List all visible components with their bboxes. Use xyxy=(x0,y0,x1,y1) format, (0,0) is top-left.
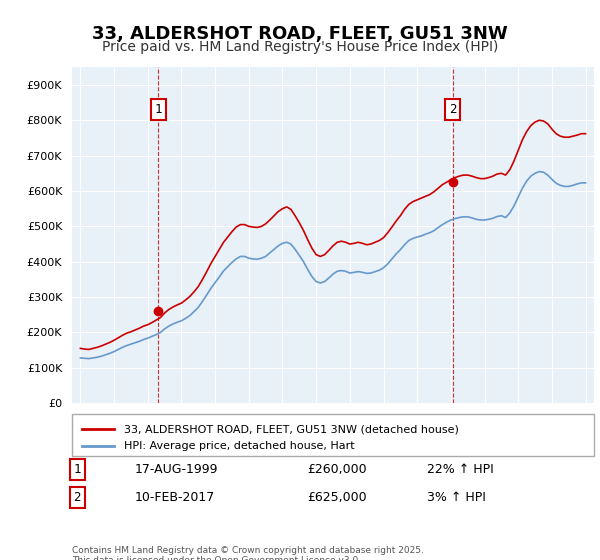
Text: Price paid vs. HM Land Registry's House Price Index (HPI): Price paid vs. HM Land Registry's House … xyxy=(102,40,498,54)
Text: 1: 1 xyxy=(73,463,81,476)
Text: 17-AUG-1999: 17-AUG-1999 xyxy=(134,463,218,476)
Text: Contains HM Land Registry data © Crown copyright and database right 2025.
This d: Contains HM Land Registry data © Crown c… xyxy=(72,546,424,560)
Text: £625,000: £625,000 xyxy=(307,491,367,504)
Text: £260,000: £260,000 xyxy=(307,463,367,476)
Text: 33, ALDERSHOT ROAD, FLEET, GU51 3NW (detached house): 33, ALDERSHOT ROAD, FLEET, GU51 3NW (det… xyxy=(124,424,459,434)
Text: 2: 2 xyxy=(449,103,457,116)
Text: 22% ↑ HPI: 22% ↑ HPI xyxy=(427,463,494,476)
Text: 3% ↑ HPI: 3% ↑ HPI xyxy=(427,491,486,504)
Text: 2: 2 xyxy=(73,491,81,504)
Text: 10-FEB-2017: 10-FEB-2017 xyxy=(134,491,215,504)
Text: 33, ALDERSHOT ROAD, FLEET, GU51 3NW: 33, ALDERSHOT ROAD, FLEET, GU51 3NW xyxy=(92,25,508,43)
Text: HPI: Average price, detached house, Hart: HPI: Average price, detached house, Hart xyxy=(124,441,355,451)
FancyBboxPatch shape xyxy=(72,414,594,456)
Text: 1: 1 xyxy=(155,103,162,116)
